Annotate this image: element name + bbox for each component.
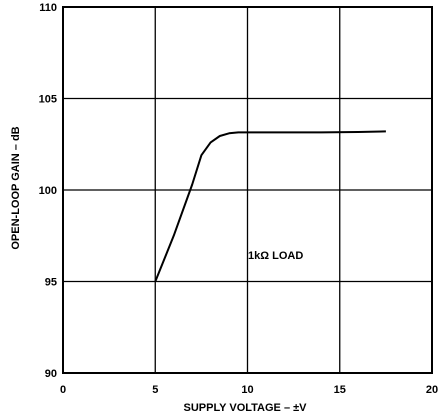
y-axis-title: OPEN-LOOP GAIN – dB [10,126,22,249]
y-tick-label: 95 [45,277,57,289]
grid [63,7,432,373]
x-tick-label: 0 [60,384,66,396]
y-tick-label: 105 [39,94,57,106]
x-tick-labels: 0 5 10 15 20 [60,384,438,396]
plot-frame [62,6,433,374]
y-tick-label: 100 [39,185,57,197]
gain-curve [154,130,386,282]
x-tick-label: 10 [241,384,253,396]
load-annotation: 1kΩ LOAD [248,250,303,262]
plot-border [62,6,433,374]
x-tick-label: 15 [334,384,346,396]
y-tick-label: 90 [45,368,57,380]
y-tick-labels: 90 95 100 105 110 [39,2,57,380]
series-layer [154,130,386,282]
x-tick-label: 5 [152,384,158,396]
x-axis-title: SUPPLY VOLTAGE – ±V [184,402,308,414]
y-tick-label: 110 [39,2,57,14]
x-tick-label: 20 [426,384,438,396]
